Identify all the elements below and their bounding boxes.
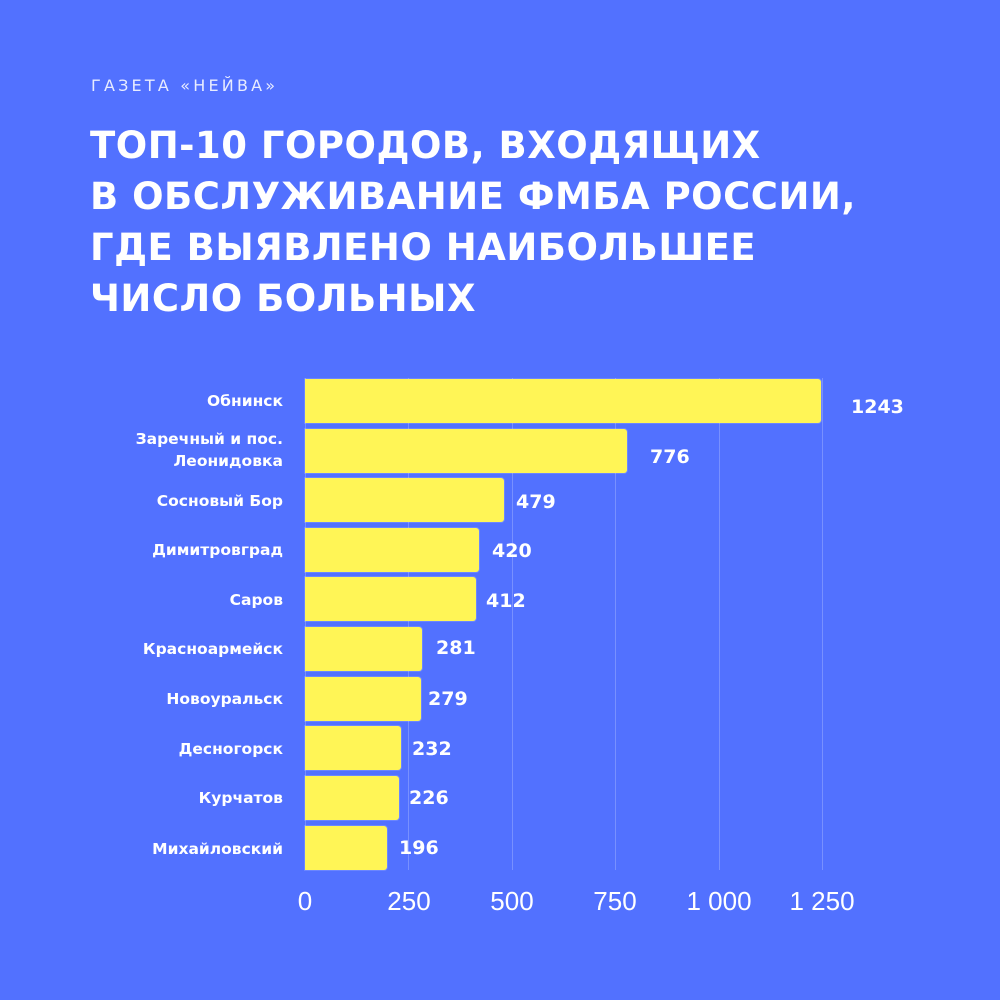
gridline xyxy=(822,378,823,870)
category-label: Красноармейск xyxy=(142,640,283,658)
value-label: 279 xyxy=(428,688,468,710)
category-label: Димитровград xyxy=(152,541,283,559)
x-tick-label: 250 xyxy=(387,886,431,916)
bar xyxy=(305,528,479,572)
category-label: Обнинск xyxy=(207,392,283,410)
source-label: ГАЗЕТА «НЕЙВА» xyxy=(91,76,279,95)
value-label: 232 xyxy=(412,738,452,760)
title-line: В ОБСЛУЖИВАНИЕ ФМБА РОССИИ, xyxy=(90,175,856,218)
category-label: Заречный и пос. Леонидовка xyxy=(135,430,283,470)
gridline xyxy=(615,378,616,870)
gridline xyxy=(408,378,409,870)
title-line: ЧИСЛО БОЛЬНЫХ xyxy=(90,277,477,320)
title-line: ТОП-10 ГОРОДОВ, ВХОДЯЩИХ xyxy=(90,124,761,167)
x-tick-label: 1 250 xyxy=(789,886,855,916)
bar xyxy=(305,726,401,770)
category-label: Новоуральск xyxy=(166,690,283,708)
value-label: 776 xyxy=(650,446,690,468)
bar xyxy=(305,429,627,473)
value-label: 412 xyxy=(486,590,526,612)
chart-title: ТОП-10 ГОРОДОВ, ВХОДЯЩИХ В ОБСЛУЖИВАНИЕ … xyxy=(90,120,970,324)
bar xyxy=(305,776,399,820)
bar xyxy=(305,627,422,671)
x-tick-label: 500 xyxy=(490,886,534,916)
bar xyxy=(305,577,476,621)
category-label: Михайловский xyxy=(152,840,283,858)
bar xyxy=(305,478,504,522)
category-label: Курчатов xyxy=(198,789,283,807)
value-label: 281 xyxy=(436,637,476,659)
bar xyxy=(305,826,387,870)
title-line: ГДЕ ВЫЯВЛЕНО НАИБОЛЬШЕЕ xyxy=(90,226,757,269)
value-label: 196 xyxy=(399,837,439,859)
bar xyxy=(305,379,821,423)
x-tick-label: 0 xyxy=(297,886,313,916)
gridline xyxy=(719,378,720,870)
category-label: Саров xyxy=(229,591,283,609)
value-label: 420 xyxy=(492,540,532,562)
x-tick-label: 1 000 xyxy=(686,886,752,916)
gridline xyxy=(305,378,306,870)
value-label: 226 xyxy=(409,787,449,809)
value-label: 479 xyxy=(516,491,556,513)
category-label: Сосновый Бор xyxy=(156,492,283,510)
gridline xyxy=(512,378,513,870)
value-label: 1243 xyxy=(851,396,904,418)
bar xyxy=(305,677,421,721)
category-label: Десногорск xyxy=(178,740,283,758)
x-tick-label: 750 xyxy=(593,886,637,916)
